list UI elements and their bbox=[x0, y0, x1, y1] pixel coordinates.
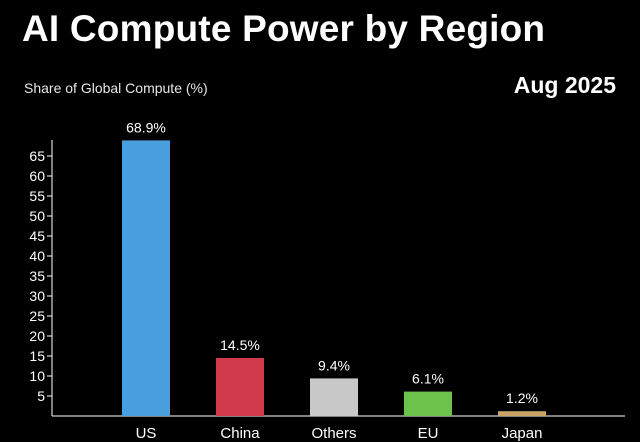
y-axis-label: Share of Global Compute (%) bbox=[24, 80, 208, 96]
category-label: EU bbox=[418, 425, 439, 442]
bars: 68.9% US 14.5% China 9.4% Others 6.1% EU 1.2% Jap… bbox=[122, 119, 546, 442]
y-tick-label: 10 bbox=[29, 368, 45, 384]
y-tick-label: 50 bbox=[29, 208, 45, 224]
bar-japan bbox=[498, 411, 546, 416]
y-tick-label: 20 bbox=[29, 328, 45, 344]
value-label: 14.5% bbox=[220, 337, 260, 353]
y-tick-label: 15 bbox=[29, 348, 45, 364]
bar-us bbox=[122, 140, 170, 416]
category-label: US bbox=[136, 425, 157, 442]
y-tick-label: 5 bbox=[37, 388, 45, 404]
category-label: Others bbox=[311, 425, 356, 442]
value-label: 9.4% bbox=[318, 357, 350, 373]
bar-china bbox=[216, 358, 264, 416]
date-label: Aug 2025 bbox=[513, 72, 616, 98]
y-tick-label: 60 bbox=[29, 168, 45, 184]
value-label: 6.1% bbox=[412, 371, 444, 387]
y-tick-label: 35 bbox=[29, 268, 45, 284]
y-ticks: 5 10 15 20 25 30 35 40 45 50 55 60 65 bbox=[29, 148, 52, 404]
value-label: 68.9% bbox=[126, 119, 166, 135]
y-tick-label: 25 bbox=[29, 308, 45, 324]
category-label: China bbox=[220, 425, 260, 442]
y-tick-label: 55 bbox=[29, 188, 45, 204]
y-tick-label: 45 bbox=[29, 228, 45, 244]
y-tick-label: 40 bbox=[29, 248, 45, 264]
y-tick-label: 30 bbox=[29, 288, 45, 304]
chart-title: AI Compute Power by Region bbox=[22, 8, 546, 49]
y-tick-label: 65 bbox=[29, 148, 45, 164]
value-label: 1.2% bbox=[506, 390, 538, 406]
bar-eu bbox=[404, 391, 452, 416]
bar-others bbox=[310, 378, 358, 416]
category-label: Japan bbox=[502, 425, 543, 442]
